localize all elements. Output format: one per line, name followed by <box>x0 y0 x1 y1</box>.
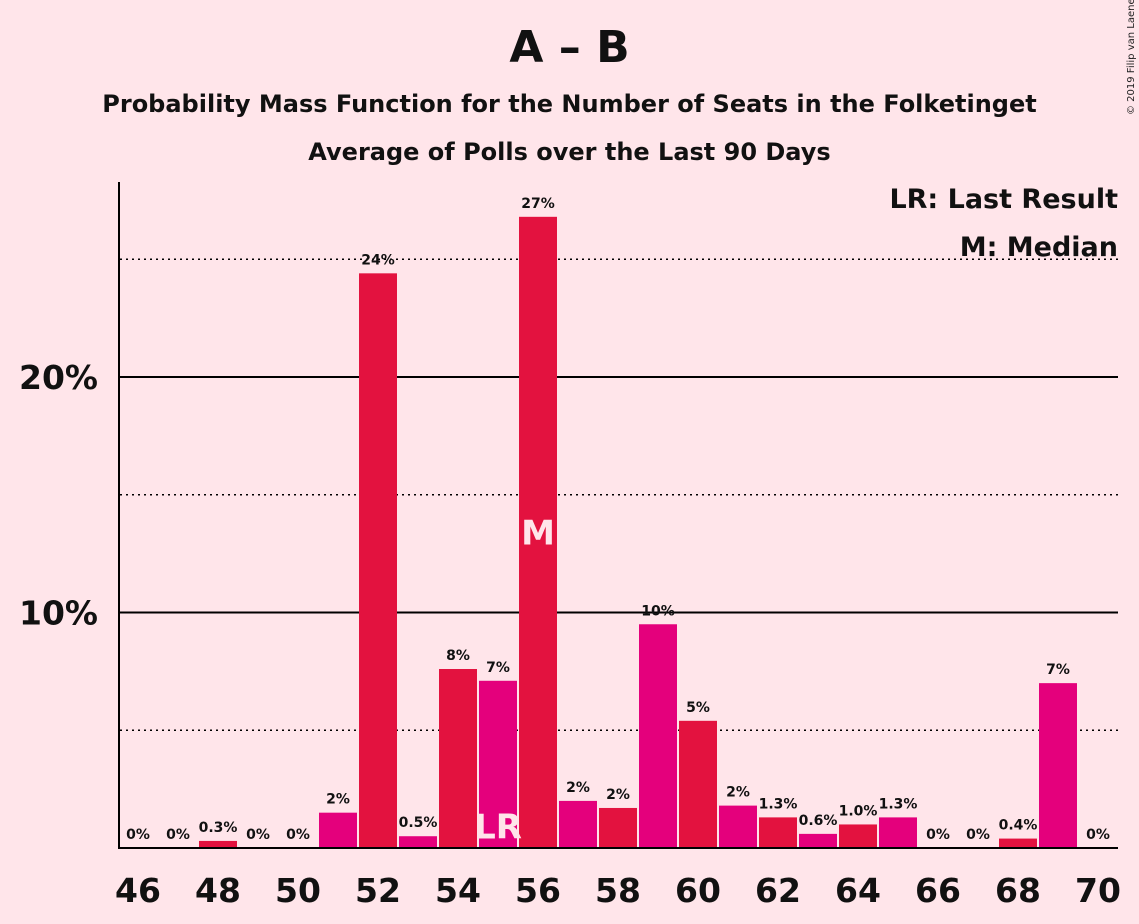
legend-median: M: Median <box>959 232 1118 263</box>
data-label-61: 2% <box>726 785 750 801</box>
data-label-55: 7% <box>486 660 510 676</box>
x-tick-56: 56 <box>515 871 561 910</box>
data-label-56: 27% <box>521 196 555 212</box>
bar-52 <box>359 273 397 849</box>
bar-59 <box>639 624 677 848</box>
bar-63 <box>799 833 837 848</box>
data-label-67: 0% <box>966 827 990 843</box>
x-tick-62: 62 <box>755 871 801 910</box>
data-label-46: 0% <box>126 827 150 843</box>
x-tick-68: 68 <box>995 871 1041 910</box>
data-label-66: 0% <box>926 827 950 843</box>
x-tick-70: 70 <box>1075 871 1121 910</box>
x-tick-52: 52 <box>355 871 401 910</box>
bar-65 <box>879 817 917 848</box>
data-label-52: 24% <box>361 252 395 268</box>
x-tick-48: 48 <box>195 871 241 910</box>
chart-subtitle-2: Average of Polls over the Last 90 Days <box>308 138 831 166</box>
bar-57 <box>559 800 597 848</box>
data-label-69: 7% <box>1046 662 1070 678</box>
data-label-62: 1.3% <box>759 796 798 812</box>
bar-54 <box>439 669 477 848</box>
data-label-59: 10% <box>641 603 675 619</box>
x-tick-50: 50 <box>275 871 321 910</box>
x-tick-66: 66 <box>915 871 961 910</box>
x-tick-46: 46 <box>115 871 161 910</box>
chart-title: A – B <box>509 22 630 73</box>
bar-62 <box>759 817 797 848</box>
data-label-70: 0% <box>1086 827 1110 843</box>
legend-last-result: LR: Last Result <box>889 184 1118 215</box>
bar-55 <box>479 680 517 848</box>
x-tick-54: 54 <box>435 871 481 910</box>
data-label-54: 8% <box>446 648 470 664</box>
data-label-65: 1.3% <box>879 796 918 812</box>
data-label-57: 2% <box>566 780 590 796</box>
data-label-53: 0.5% <box>399 815 438 831</box>
bar-64 <box>839 824 877 848</box>
data-label-51: 2% <box>326 792 350 808</box>
marker-lr: LR <box>474 807 522 847</box>
y-tick-10: 10% <box>19 593 98 632</box>
x-tick-60: 60 <box>675 871 721 910</box>
data-label-47: 0% <box>166 827 190 843</box>
bar-48 <box>199 840 237 848</box>
data-label-50: 0% <box>286 827 310 843</box>
data-label-68: 0.4% <box>999 818 1038 834</box>
y-tick-20: 20% <box>19 358 98 397</box>
data-label-63: 0.6% <box>799 813 838 829</box>
bar-60 <box>679 720 717 848</box>
data-label-60: 5% <box>686 700 710 716</box>
data-label-64: 1.0% <box>839 803 878 819</box>
chart-subtitle-1: Probability Mass Function for the Number… <box>102 90 1037 118</box>
data-label-58: 2% <box>606 787 630 803</box>
bar-53 <box>399 836 437 848</box>
bar-58 <box>599 807 637 848</box>
x-tick-58: 58 <box>595 871 641 910</box>
data-label-49: 0% <box>246 827 270 843</box>
data-label-48: 0.3% <box>199 820 238 836</box>
bar-51 <box>319 812 357 848</box>
bar-56 <box>519 216 557 849</box>
bar-61 <box>719 805 757 848</box>
bar-68 <box>999 838 1037 848</box>
bar-69 <box>1039 683 1077 848</box>
marker-m: M <box>521 513 555 553</box>
x-tick-64: 64 <box>835 871 881 910</box>
